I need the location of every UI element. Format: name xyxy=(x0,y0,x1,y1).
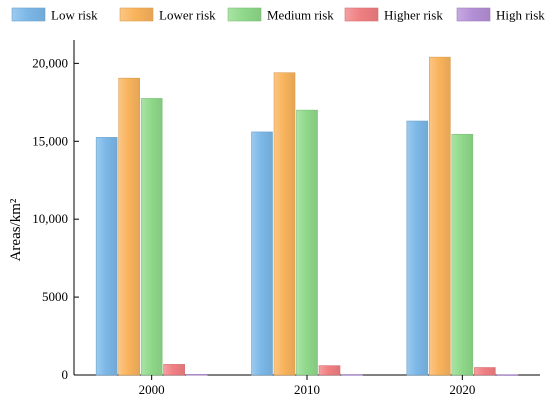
legend-label-higher-risk: Higher risk xyxy=(384,8,443,23)
legend-swatch-lower-risk xyxy=(119,7,154,22)
x-tick-label: 2000 xyxy=(139,382,165,397)
bar-lower-risk-2010 xyxy=(273,72,296,376)
y-tick-label: 10,000 xyxy=(32,211,68,226)
bar-higher-risk-2020 xyxy=(474,367,496,376)
bar-higher-risk-2010 xyxy=(318,365,341,376)
bar-lower-risk-2000 xyxy=(118,77,140,376)
bar-medium-risk-2000 xyxy=(140,98,163,376)
legend-label-low-risk: Low risk xyxy=(51,8,98,23)
bar-lower-risk-2020 xyxy=(429,56,451,376)
y-tick-label: 5000 xyxy=(42,289,68,304)
bar-high-risk-2020 xyxy=(496,374,519,376)
legend-label-medium-risk: Medium risk xyxy=(267,8,334,23)
plot-area: 0 5000 10,000 15,000 20,000 2000 2010 2020 xyxy=(32,40,540,397)
bar-low-risk-2010 xyxy=(251,131,273,376)
legend-swatch-medium-risk xyxy=(227,7,262,22)
legend-label-lower-risk: Lower risk xyxy=(159,8,216,23)
bar-high-risk-2010 xyxy=(341,374,363,376)
legend-swatch-low-risk xyxy=(11,7,46,22)
bar-high-risk-2000 xyxy=(185,374,208,376)
bar-medium-risk-2010 xyxy=(296,109,318,376)
bar-low-risk-2000 xyxy=(95,137,118,376)
bar-higher-risk-2000 xyxy=(163,364,185,376)
legend-swatch-high-risk xyxy=(456,7,491,22)
y-tick-label: 0 xyxy=(62,367,69,382)
x-tick-label: 2010 xyxy=(294,382,320,397)
legend: Low risk Lower risk Medium risk Higher risk… xyxy=(11,7,545,23)
y-axis-title: Areas/km² xyxy=(8,198,24,261)
legend-swatch-higher-risk xyxy=(344,7,379,22)
bar-medium-risk-2020 xyxy=(451,133,474,376)
y-tick-label: 15,000 xyxy=(32,133,68,148)
bar-low-risk-2020 xyxy=(406,120,429,376)
y-tick-label: 20,000 xyxy=(32,55,68,70)
legend-label-high-risk: High risk xyxy=(496,8,545,23)
x-tick-label: 2020 xyxy=(449,382,475,397)
